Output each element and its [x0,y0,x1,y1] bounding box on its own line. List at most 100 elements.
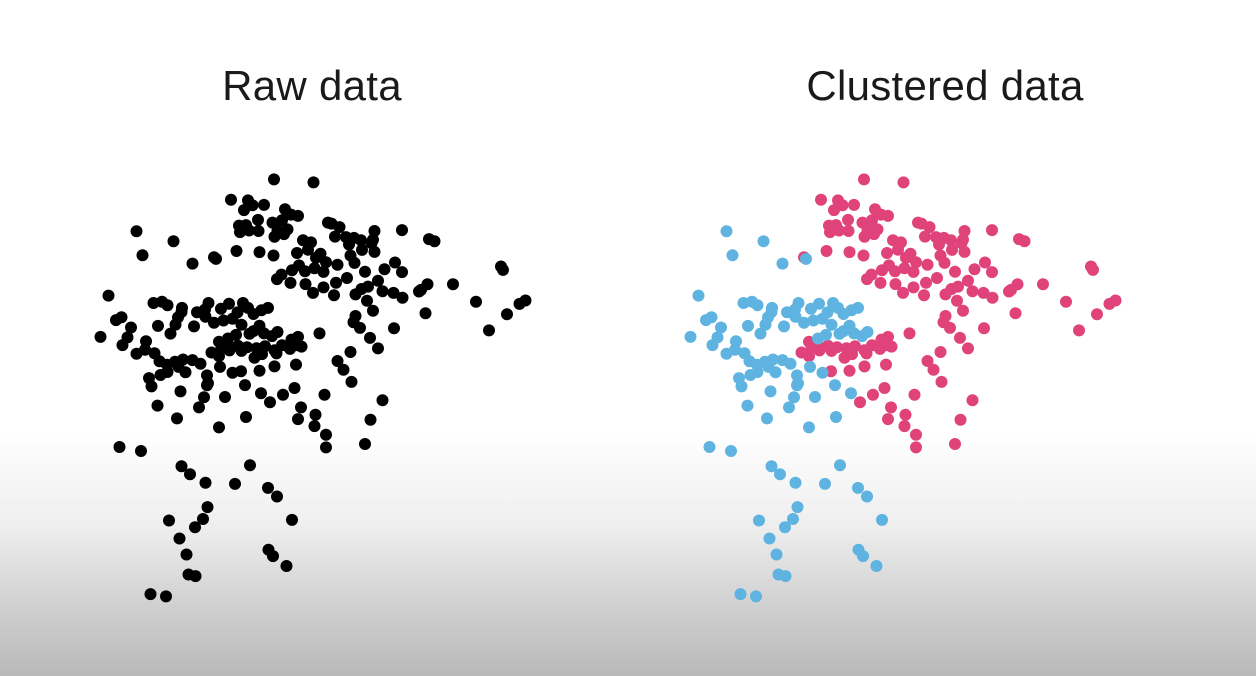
cluster-point-1-13 [742,319,754,332]
raw-point-0-94 [501,308,513,321]
cluster-point-0-106 [885,340,898,353]
cluster-point-0-128 [966,394,979,407]
cluster-point-0-132 [921,355,934,367]
raw-point-0-90 [388,322,400,335]
cluster-point-0-71 [861,273,873,286]
cluster-point-1-79 [765,460,778,473]
cluster-point-1-78 [725,445,737,457]
cluster-point-1-66 [803,421,815,434]
cluster-point-0-122 [882,413,894,426]
raw-point-0-150 [295,340,308,353]
raw-point-0-42 [136,249,149,262]
cluster-point-1-86 [876,513,888,526]
raw-point-0-45 [208,251,220,264]
raw-point-0-30 [343,238,355,251]
cluster-point-0-117 [858,360,871,373]
raw-point-0-219 [175,460,188,473]
cluster-point-1-77 [703,441,716,453]
raw-point-0-95 [483,324,495,337]
raw-point-0-135 [271,326,284,338]
raw-point-0-66 [447,278,459,291]
raw-point-0-206 [151,399,164,412]
cluster-point-0-69 [876,264,888,277]
cluster-point-0-57 [977,286,990,299]
cluster-point-0-41 [820,245,833,257]
raw-point-0-197 [331,355,344,367]
cluster-point-1-52 [735,380,748,393]
cluster-point-1-8 [705,311,718,324]
cluster-point-0-90 [1073,324,1085,337]
raw-point-0-205 [171,412,183,425]
cluster-point-1-64 [784,357,797,370]
cluster-point-0-130 [927,363,940,376]
raw-point-0-217 [113,441,126,453]
cluster-point-0-85 [978,322,990,335]
raw-point-0-83 [341,272,353,284]
raw-point-0-20 [268,230,281,243]
raw-point-0-54 [348,256,361,269]
cluster-point-0-21 [868,228,880,241]
raw-point-0-182 [177,353,189,366]
cluster-point-1-68 [761,412,773,425]
raw-point-0-209 [219,391,231,403]
cluster-point-0-9 [882,209,894,222]
raw-point-0-1 [307,176,320,189]
cluster-point-1-3 [776,257,789,270]
raw-point-0-79 [307,286,319,299]
raw-point-0-86 [361,294,373,307]
clustered-data-title: Clustered data [806,62,1084,109]
raw-point-0-192 [364,413,377,426]
raw-point-0-73 [317,265,330,278]
cluster-point-1-74 [829,379,841,392]
cluster-point-0-60 [1005,283,1017,296]
cluster-point-1-94 [763,532,776,545]
cluster-point-0-108 [860,347,873,360]
cluster-point-0-111 [825,344,838,357]
cluster-point-0-77 [920,276,932,289]
raw-point-0-72 [308,262,321,275]
cluster-point-0-93 [1087,263,1099,276]
raw-point-0-41 [167,235,180,248]
raw-point-0-239 [144,588,157,601]
raw-point-0-224 [262,481,274,494]
cluster-point-1-75 [845,387,857,400]
raw-point-0-152 [270,347,283,360]
raw-point-0-195 [337,363,350,376]
raw-point-0-99 [519,294,532,307]
raw-point-0-124 [231,306,244,319]
raw-point-0-31 [355,234,367,247]
raw-point-0-238 [160,590,172,603]
cluster-point-0-0 [858,173,870,186]
raw-point-0-10 [276,214,288,227]
raw-point-0-223 [244,459,256,472]
raw-point-0-57 [389,256,401,269]
cluster-point-0-137 [867,388,879,401]
raw-point-0-48 [267,249,280,262]
clustered-data-scatter-plot [684,173,1122,603]
raw-point-0-207 [174,385,187,398]
raw-point-0-2 [225,193,237,206]
raw-point-0-81 [328,289,340,302]
raw-point-0-87 [367,304,379,317]
cluster-point-1-99 [734,588,747,601]
cluster-point-0-126 [949,438,961,450]
cluster-point-1-76 [816,366,829,379]
cluster-point-1-82 [819,477,831,490]
raw-point-0-92 [354,321,366,334]
raw-point-0-85 [355,283,368,295]
raw-point-0-130 [235,318,248,331]
raw-point-0-91 [419,307,432,320]
raw-point-0-24 [333,221,346,234]
cluster-point-0-44 [881,247,893,259]
cluster-point-0-86 [1009,307,1022,320]
raw-point-0-233 [189,521,201,534]
raw-point-0-230 [201,501,214,514]
cluster-point-0-20 [858,230,871,243]
cluster-point-0-107 [874,342,886,355]
raw-point-0-162 [253,364,266,377]
cluster-point-0-43 [857,249,870,262]
raw-point-0-76 [271,273,283,286]
raw-point-0-136 [243,327,256,340]
raw-point-0-46 [230,245,243,257]
raw-point-0-177 [140,335,152,348]
